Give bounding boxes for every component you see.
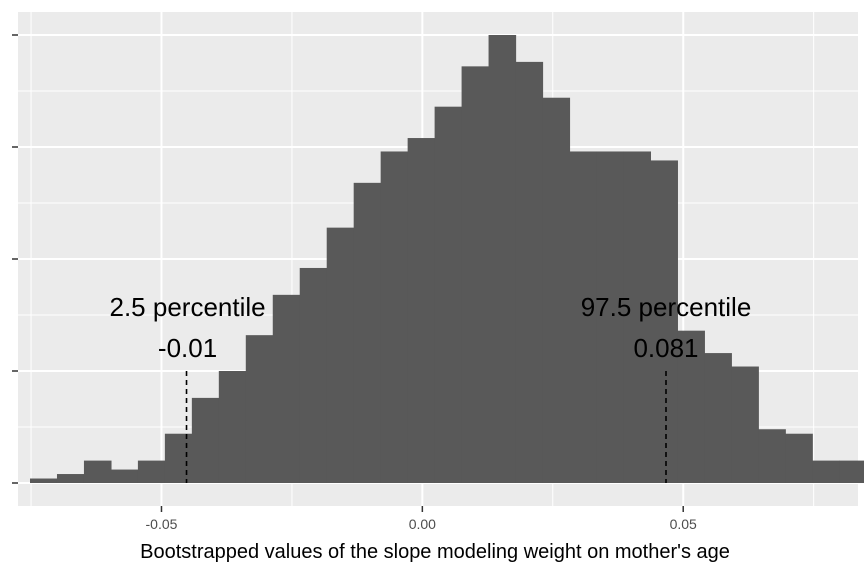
histogram-bar-30: [839, 460, 864, 483]
histogram-bar-8: [245, 335, 274, 483]
histogram-bar-15: [434, 106, 463, 484]
x-tick-label-neg005: -0.05: [146, 516, 178, 532]
histogram-bar-17: [488, 35, 517, 483]
x-axis-title: Bootstrapped values of the slope modelin…: [140, 541, 730, 563]
histogram-bar-11: [326, 227, 355, 483]
histogram-bar-26: [731, 366, 759, 483]
histogram-bars: [30, 35, 864, 484]
histogram-bar-4: [137, 460, 166, 483]
histogram-bar-1: [56, 474, 85, 483]
histogram-bar-18: [515, 61, 544, 483]
histogram-bar-25: [704, 353, 732, 483]
histogram-bar-10: [299, 267, 328, 483]
histogram-bar-22: [623, 151, 651, 484]
histogram-bar-13: [380, 151, 409, 484]
x-axis-ticks: [160, 506, 684, 512]
histogram-bar-16: [461, 66, 490, 484]
histogram-bar-28: [785, 433, 813, 483]
histogram-bar-5: [164, 433, 193, 483]
histogram-bar-19: [542, 97, 571, 483]
histogram-bar-0: [30, 478, 58, 483]
histogram-bar-2: [83, 460, 112, 483]
histogram-bar-6: [191, 397, 220, 483]
histogram-bar-20: [569, 151, 598, 484]
histogram-bar-27: [758, 429, 786, 483]
upper-percentile-value: 0.081: [633, 333, 698, 363]
histogram-bar-24: [677, 330, 705, 483]
lower-percentile-value: -0.01: [158, 333, 217, 363]
histogram-bar-7: [218, 371, 247, 483]
percentile-lines: [185, 371, 667, 483]
x-tick-label-000: 0.00: [409, 516, 436, 532]
histogram-bar-21: [596, 151, 625, 484]
upper-percentile-label: 97.5 percentile: [581, 292, 752, 322]
histogram-bar-9: [272, 294, 301, 483]
histogram-bar-23: [650, 160, 678, 483]
x-tick-label-005: 0.05: [670, 516, 697, 532]
histogram-bar-14: [407, 138, 436, 484]
lower-percentile-label: 2.5 percentile: [110, 292, 266, 322]
histogram-bar-12: [353, 182, 382, 483]
y-axis-ticks: [12, 34, 18, 484]
histogram-bar-29: [812, 460, 840, 483]
histogram-bar-3: [110, 469, 139, 483]
